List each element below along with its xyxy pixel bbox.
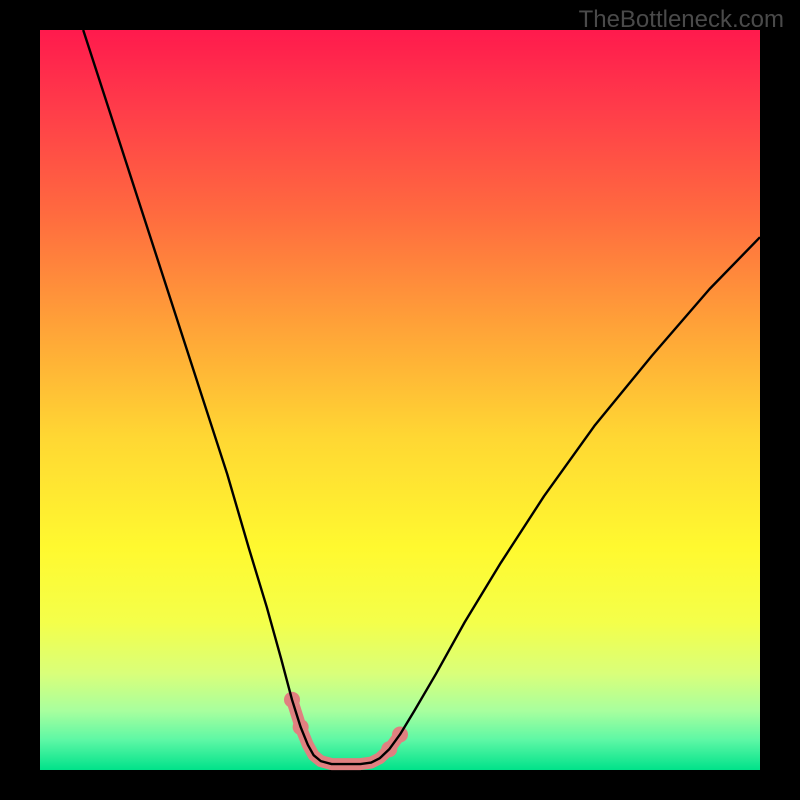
stage: TheBottleneck.com bbox=[0, 0, 800, 800]
chart-svg bbox=[40, 30, 760, 770]
watermark-text: TheBottleneck.com bbox=[579, 6, 784, 34]
main-curve bbox=[83, 30, 760, 764]
chart-plot-area bbox=[40, 30, 760, 770]
